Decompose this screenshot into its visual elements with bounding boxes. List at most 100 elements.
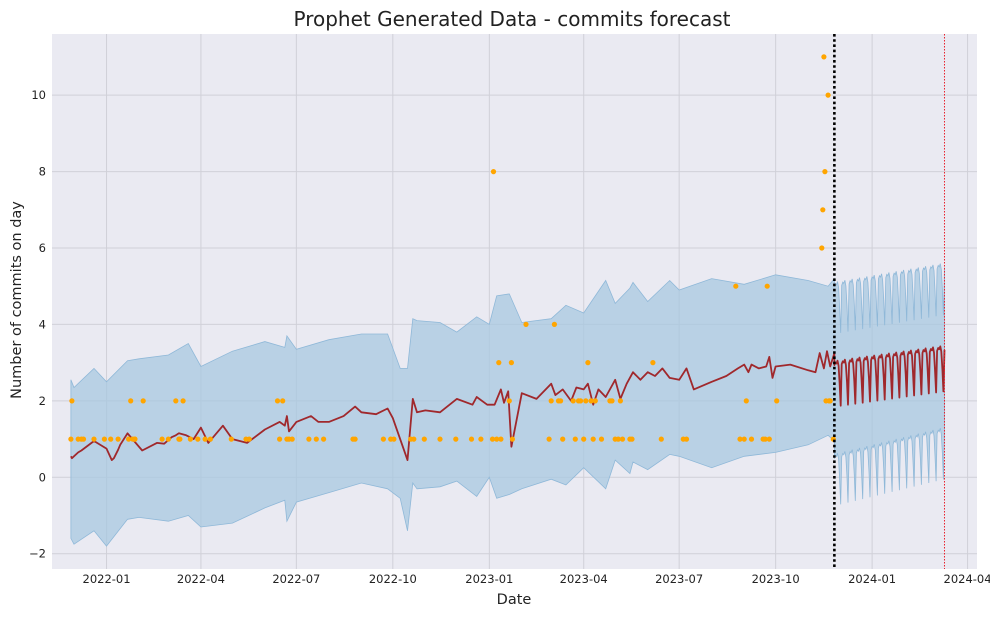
observed-point (581, 436, 587, 442)
y-tick-label: 2 (39, 394, 46, 408)
observed-point (762, 436, 768, 442)
observed-point (551, 321, 558, 327)
observed-point (277, 436, 283, 442)
x-tick-label: 2023-10 (752, 572, 800, 586)
observed-point (825, 92, 831, 98)
observed-point (650, 360, 656, 366)
observed-point (180, 398, 186, 404)
observed-point (609, 398, 615, 404)
x-tick-label: 2024-04 (944, 572, 990, 586)
observed-point (827, 398, 833, 404)
observed-point (468, 436, 475, 442)
observed-point (68, 436, 74, 442)
observed-point (748, 436, 755, 442)
x-tick-label: 2022-07 (272, 572, 320, 586)
observed-point (478, 436, 484, 442)
observed-point (80, 436, 87, 442)
y-tick-label: 8 (39, 165, 46, 179)
observed-point (187, 436, 193, 442)
x-tick-label: 2022-01 (83, 572, 131, 586)
y-tick-label: 4 (39, 317, 46, 331)
observed-point (421, 436, 427, 442)
observed-point (572, 436, 578, 442)
observed-point (774, 398, 780, 404)
observed-point (202, 436, 208, 442)
observed-point (453, 436, 459, 442)
uncertainty-band (70, 263, 945, 547)
observed-point (115, 436, 121, 442)
observed-point (494, 436, 500, 442)
x-tick-label: 2024-01 (848, 572, 896, 586)
observed-point (578, 398, 584, 404)
observed-point (128, 398, 134, 404)
observed-point (101, 436, 107, 442)
observed-point (683, 436, 690, 442)
observed-point (437, 436, 443, 442)
forecast-line (70, 345, 946, 462)
forecast-lines (70, 345, 946, 462)
observed-point (173, 398, 179, 404)
observed-point (737, 436, 743, 442)
observed-point (558, 398, 564, 404)
observed-point (741, 436, 747, 442)
observed-point (658, 436, 664, 442)
y-axis-ticks: −2 0 2 4 6 8 10 (29, 88, 46, 561)
observed-point (380, 436, 386, 442)
observed-point (391, 436, 397, 442)
observed-point (207, 436, 213, 442)
observed-points (68, 54, 836, 442)
observed-point (321, 436, 327, 442)
observed-point (108, 436, 114, 442)
vertical-markers (833, 34, 945, 569)
observed-point (132, 436, 138, 442)
observed-point (159, 436, 165, 442)
observed-point (177, 436, 183, 442)
observed-point (508, 360, 514, 366)
observed-point (496, 360, 502, 366)
chart-title: Prophet Generated Data - commits forecas… (293, 7, 730, 31)
observed-point (352, 436, 358, 442)
observed-point (629, 436, 635, 442)
observed-point (546, 436, 552, 442)
observed-point (585, 360, 591, 366)
observed-point (583, 398, 589, 404)
observed-point (588, 398, 594, 404)
x-tick-label: 2023-07 (655, 572, 703, 586)
observed-point (490, 169, 497, 175)
observed-point (498, 436, 504, 442)
x-tick-label: 2023-04 (560, 572, 608, 586)
y-tick-label: 6 (39, 241, 46, 255)
observed-point (165, 436, 171, 442)
observed-point (819, 245, 825, 251)
observed-point (411, 436, 417, 442)
observed-point (126, 436, 132, 442)
observed-point (619, 436, 626, 442)
observed-point (764, 283, 770, 289)
x-tick-label: 2023-01 (465, 572, 513, 586)
x-axis-ticks: 2022-01 2022-04 2022-07 2022-10 2023-01 2023-… (83, 572, 990, 586)
observed-point (289, 436, 295, 442)
observed-point (822, 169, 828, 175)
observed-point (140, 398, 146, 404)
observed-point (590, 436, 596, 442)
observed-point (280, 398, 286, 404)
x-axis-label: Date (497, 592, 532, 608)
observed-point (69, 398, 75, 404)
observed-point (523, 321, 529, 327)
observed-point (91, 436, 97, 442)
y-axis-label: Number of commits on day (9, 201, 25, 399)
observed-point (548, 398, 554, 404)
observed-point (766, 436, 772, 442)
observed-point (617, 398, 624, 404)
observed-point (228, 436, 234, 442)
y-tick-label: 0 (39, 470, 46, 484)
observed-point (615, 436, 621, 442)
observed-point (592, 398, 598, 404)
observed-point (489, 436, 496, 442)
uncertainty-band-area (70, 263, 945, 547)
observed-point (306, 436, 312, 442)
observed-point (570, 398, 576, 404)
y-tick-label: 10 (31, 88, 46, 102)
observed-point (598, 436, 605, 442)
